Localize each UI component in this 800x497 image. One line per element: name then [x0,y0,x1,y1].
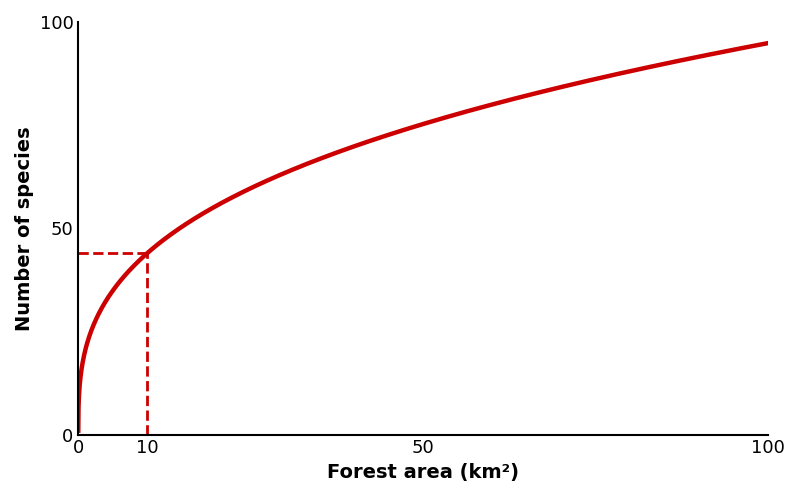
Y-axis label: Number of species: Number of species [15,126,34,331]
X-axis label: Forest area (km²): Forest area (km²) [327,463,519,482]
